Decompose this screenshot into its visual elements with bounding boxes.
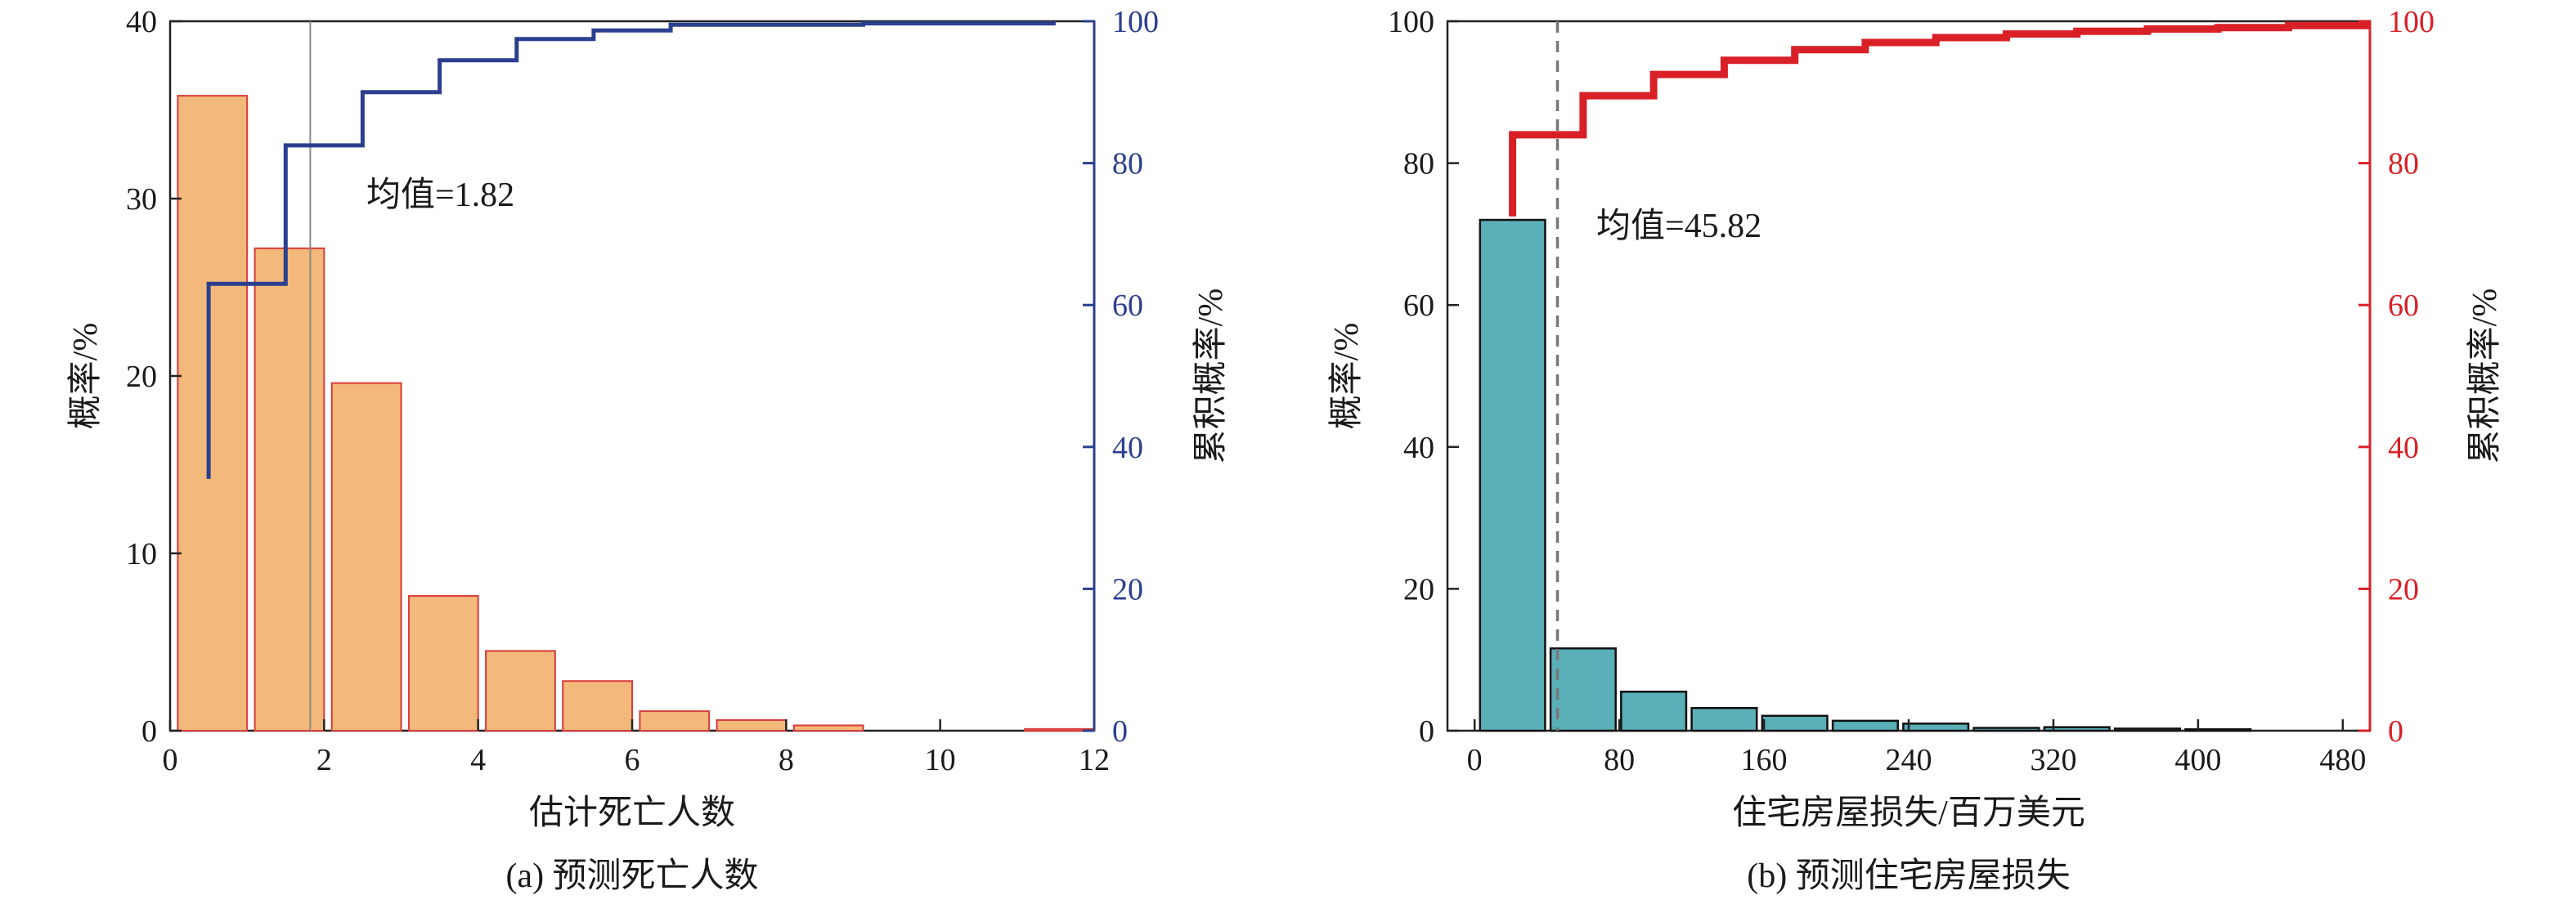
x-tick-label: 240 — [1886, 743, 1932, 777]
y-tick-label: 0 — [1419, 714, 1434, 749]
y2-tick-label: 0 — [2388, 714, 2403, 749]
bar-6 — [562, 680, 633, 732]
bar-8 — [1972, 727, 2040, 732]
panel-b-y-label: 概率/% — [1327, 323, 1366, 430]
bar-4 — [407, 595, 479, 732]
bar-4 — [1690, 706, 1758, 732]
y2-tick-label: 100 — [2388, 5, 2435, 39]
y2-tick-label: 100 — [1112, 5, 1159, 39]
bar-6 — [1831, 719, 1899, 732]
x-tick-label: 6 — [625, 743, 640, 777]
panel-a-y2-label: 累积概率/% — [1192, 289, 1230, 464]
x-tick-label: 8 — [779, 743, 794, 777]
bar-10 — [2113, 727, 2182, 732]
panel-a-caption: (a) 预测死亡人数 — [505, 857, 758, 895]
bar-7 — [1902, 723, 1970, 732]
y2-tick-label: 20 — [1112, 572, 1143, 606]
y-tick-label: 10 — [126, 537, 157, 571]
panel-b-y2-label: 累积概率/% — [2466, 289, 2504, 464]
y2-tick-label: 80 — [2388, 147, 2419, 181]
bar-3 — [1620, 691, 1688, 732]
bar-2 — [1549, 647, 1617, 732]
panel-a-mean-label: 均值=1.82 — [366, 177, 514, 214]
y2-tick-label: 60 — [1112, 289, 1143, 323]
x-tick-label: 480 — [2319, 743, 2366, 777]
panel-b-mean-label: 均值=45.82 — [1596, 208, 1761, 245]
panel-a-cdf-line — [206, 21, 1056, 479]
x-tick-label: 0 — [163, 743, 178, 777]
bar-2 — [254, 247, 325, 732]
panel-b-bars — [1479, 218, 2252, 732]
x-tick-label: 10 — [925, 743, 956, 777]
bar-3 — [330, 382, 402, 732]
y-tick-label: 20 — [1403, 572, 1434, 606]
panel-a-x-label: 估计死亡人数 — [529, 794, 735, 832]
x-tick-label: 2 — [316, 743, 332, 777]
bar-11 — [2184, 728, 2252, 732]
panel-b-ticks: 0 80 160 240 320 400 480 0 20 40 60 80 100 0 20 40 60 80 1… — [1388, 5, 2435, 777]
y2-tick-label: 80 — [1112, 147, 1143, 181]
y-tick-label: 20 — [126, 360, 157, 394]
y-tick-label: 30 — [126, 182, 157, 217]
panel-b: 0 80 160 240 320 400 480 0 20 40 60 80 100 0 20 40 60 80 1… — [1327, 5, 2504, 895]
bar-8 — [716, 718, 788, 732]
bar-7 — [639, 710, 711, 732]
y2-tick-label: 0 — [1112, 714, 1128, 749]
y-tick-label: 40 — [126, 5, 157, 39]
x-tick-label: 80 — [1604, 743, 1635, 777]
y-tick-label: 80 — [1403, 147, 1434, 181]
x-tick-label: 12 — [1079, 743, 1110, 777]
y-tick-label: 60 — [1403, 289, 1434, 323]
y-tick-label: 40 — [1403, 431, 1434, 465]
y-tick-label: 100 — [1388, 5, 1434, 39]
bar-1 — [1479, 218, 1546, 732]
bar-1 — [177, 95, 249, 732]
y2-tick-label: 20 — [2388, 572, 2419, 606]
y-tick-label: 0 — [141, 714, 157, 749]
panel-a-bars — [177, 95, 1095, 732]
bar-5 — [1761, 714, 1829, 732]
y2-tick-label: 40 — [2388, 431, 2419, 465]
panel-a-y-label: 概率/% — [66, 323, 105, 430]
x-tick-label: 4 — [470, 743, 486, 777]
bar-9 — [792, 724, 864, 732]
x-tick-label: 0 — [1467, 743, 1483, 777]
panel-b-caption: (b) 预测住宅房屋损失 — [1747, 857, 2070, 895]
y2-tick-label: 60 — [2388, 289, 2419, 323]
x-tick-label: 160 — [1741, 743, 1788, 777]
bar-9 — [2043, 726, 2111, 732]
y2-tick-label: 40 — [1112, 431, 1143, 465]
x-tick-label: 320 — [2030, 743, 2076, 777]
bar-5 — [485, 650, 556, 732]
panel-b-x-label: 住宅房屋损失/百万美元 — [1732, 794, 2085, 832]
panel-b-cdf-line — [1509, 21, 2370, 217]
x-tick-label: 400 — [2174, 743, 2221, 777]
